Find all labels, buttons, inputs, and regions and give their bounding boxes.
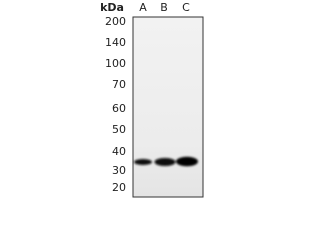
marker-label: 60	[112, 102, 126, 115]
marker-label: 140	[105, 36, 126, 49]
unit-label: kDa	[100, 1, 124, 14]
marker-label: 20	[112, 181, 126, 194]
marker-label: 70	[112, 78, 126, 91]
band	[134, 159, 152, 165]
band	[154, 158, 176, 166]
blot-image: kDa A B C 200 140 100 70 60 50 40 30 20	[100, 1, 204, 198]
marker-label: 50	[112, 123, 126, 136]
lane-label: C	[182, 1, 190, 14]
marker-label: 40	[112, 145, 126, 158]
lane-label: A	[139, 1, 147, 14]
band	[176, 156, 198, 167]
membrane	[132, 16, 204, 198]
bands	[134, 156, 198, 167]
marker-label: 30	[112, 164, 126, 177]
blot-figure: kDa A B C 200 140 100 70 60 50 40 30 20	[100, 1, 204, 198]
marker-label: 200	[105, 15, 126, 28]
lane-label: B	[160, 1, 168, 14]
marker-label: 100	[105, 57, 126, 70]
